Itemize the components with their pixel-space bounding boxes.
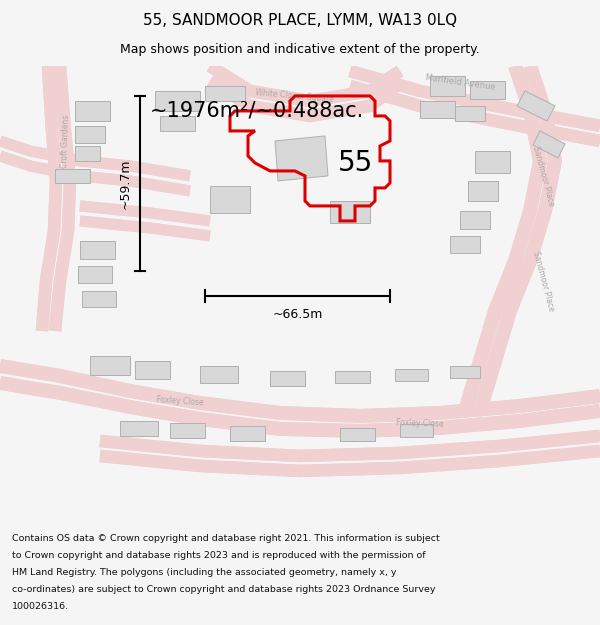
- Polygon shape: [82, 291, 116, 307]
- Polygon shape: [470, 81, 505, 99]
- Polygon shape: [450, 236, 480, 253]
- Polygon shape: [330, 201, 370, 223]
- Text: co-ordinates) are subject to Crown copyright and database rights 2023 Ordnance S: co-ordinates) are subject to Crown copyr…: [12, 585, 436, 594]
- Polygon shape: [78, 266, 112, 283]
- Polygon shape: [135, 361, 170, 379]
- Text: 55: 55: [337, 149, 373, 177]
- Polygon shape: [430, 76, 465, 96]
- Text: 55, SANDMOOR PLACE, LYMM, WA13 0LQ: 55, SANDMOOR PLACE, LYMM, WA13 0LQ: [143, 13, 457, 28]
- Text: ~66.5m: ~66.5m: [272, 308, 323, 321]
- Text: to Crown copyright and database rights 2023 and is reproduced with the permissio: to Crown copyright and database rights 2…: [12, 551, 425, 560]
- Polygon shape: [75, 146, 100, 161]
- Polygon shape: [160, 116, 195, 131]
- Polygon shape: [200, 366, 238, 383]
- Polygon shape: [533, 131, 565, 158]
- Text: Contains OS data © Crown copyright and database right 2021. This information is : Contains OS data © Crown copyright and d…: [12, 534, 440, 543]
- Polygon shape: [335, 371, 370, 383]
- Polygon shape: [205, 86, 245, 101]
- Polygon shape: [170, 423, 205, 438]
- Polygon shape: [517, 91, 555, 121]
- Text: Foxley Close: Foxley Close: [156, 395, 204, 407]
- Polygon shape: [450, 366, 480, 378]
- Polygon shape: [275, 136, 328, 181]
- Text: Foxley Close: Foxley Close: [396, 418, 444, 428]
- Polygon shape: [455, 106, 485, 121]
- Polygon shape: [460, 211, 490, 229]
- Text: Map shows position and indicative extent of the property.: Map shows position and indicative extent…: [120, 42, 480, 56]
- Polygon shape: [210, 186, 250, 213]
- Polygon shape: [75, 101, 110, 121]
- Polygon shape: [400, 424, 433, 437]
- Text: Marlfield Avenue: Marlfield Avenue: [424, 74, 496, 92]
- Polygon shape: [155, 91, 200, 111]
- Text: Croft Gardens: Croft Gardens: [59, 114, 70, 168]
- Text: Sandmoor Place: Sandmoor Place: [530, 250, 556, 312]
- Polygon shape: [340, 428, 375, 441]
- Text: 100026316.: 100026316.: [12, 602, 69, 611]
- Text: HM Land Registry. The polygons (including the associated geometry, namely x, y: HM Land Registry. The polygons (includin…: [12, 568, 397, 577]
- Text: ~1976m²/~0.488ac.: ~1976m²/~0.488ac.: [150, 101, 364, 121]
- Polygon shape: [475, 151, 510, 173]
- Text: ~59.7m: ~59.7m: [119, 158, 132, 209]
- Polygon shape: [120, 421, 158, 436]
- Polygon shape: [90, 356, 130, 375]
- Polygon shape: [468, 181, 498, 201]
- Polygon shape: [80, 241, 115, 259]
- Polygon shape: [395, 369, 428, 381]
- Polygon shape: [55, 169, 90, 183]
- Text: White Clover Square: White Clover Square: [256, 88, 335, 104]
- Polygon shape: [230, 426, 265, 441]
- Polygon shape: [270, 371, 305, 386]
- Polygon shape: [420, 101, 455, 118]
- Polygon shape: [75, 126, 105, 143]
- Text: Sandmoor Place: Sandmoor Place: [530, 145, 556, 207]
